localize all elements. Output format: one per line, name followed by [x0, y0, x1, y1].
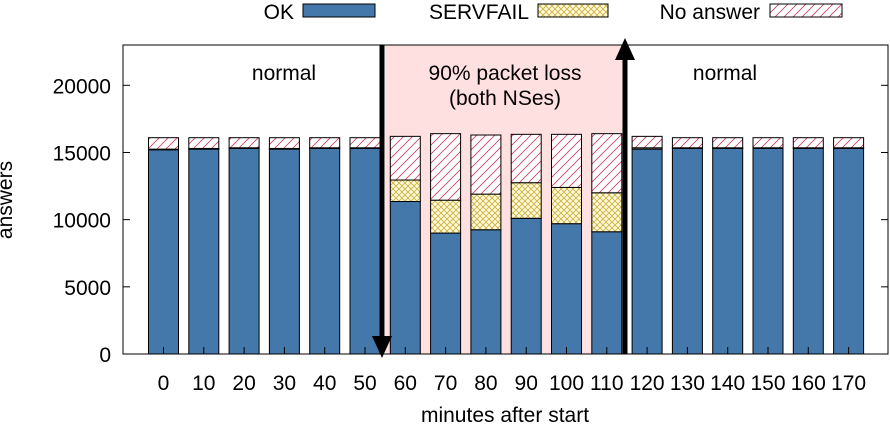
down-arrow-head [372, 336, 392, 358]
bar-no-answer-90 [510, 133, 542, 184]
bar-ok-30 [268, 148, 300, 355]
bar-ok-120 [631, 148, 663, 355]
bar-ok-80 [470, 229, 502, 355]
legend-label-servfail: SERVFAIL [429, 1, 529, 24]
bar-no-answer-170 [833, 137, 865, 149]
bar-ok-150 [752, 147, 784, 355]
x-tick-label: 0 [158, 372, 170, 395]
bar-servfail-100 [551, 186, 582, 225]
bar-no-answer-40 [309, 137, 341, 149]
bar-ok-90 [510, 217, 542, 355]
bars-group [148, 133, 865, 355]
x-tick-label: 110 [590, 372, 623, 395]
bar-ok-40 [309, 147, 341, 355]
bar-no-answer-110 [591, 133, 623, 194]
bar-no-answer-120 [631, 135, 663, 149]
plot-frame [122, 44, 889, 355]
y-tick-label: 10000 [53, 210, 111, 233]
x-tick-label: 20 [232, 372, 255, 395]
bar-ok-60 [389, 201, 421, 355]
x-axis: 0 10 20 30 40 50 60 70 80 90 100 110 120 130 140 150 160… [158, 347, 866, 395]
bar-ok-140 [712, 147, 744, 355]
bar-servfail-110 [591, 192, 623, 233]
x-tick-label: 30 [273, 372, 296, 395]
annotation-loss-line1: 90% packet loss [429, 62, 582, 85]
bar-no-answer-20 [228, 137, 260, 149]
bar-no-answer-30 [268, 137, 300, 149]
bar-ok-160 [792, 147, 824, 355]
bar-servfail-90 [510, 182, 542, 219]
bar-no-answer-80 [470, 134, 502, 195]
y-tick-label: 20000 [53, 75, 111, 98]
bar-ok-170 [833, 147, 865, 355]
bar-no-answer-140 [712, 137, 744, 149]
bar-ok-20 [228, 147, 260, 355]
bar-no-answer-130 [671, 137, 703, 149]
bar-ok-0 [148, 149, 179, 355]
bar-no-answer-100 [551, 133, 582, 188]
y-axis: 0 5000 10000 15000 20000 [53, 75, 888, 367]
legend-swatch-no-answer [769, 3, 843, 18]
x-axis-title: minutes after start [421, 404, 589, 427]
up-arrow-head [615, 38, 635, 60]
x-tick-label: 10 [192, 372, 215, 395]
bar-servfail-60 [389, 179, 421, 203]
bar-no-answer-10 [188, 137, 220, 149]
x-tick-label: 160 [791, 372, 826, 395]
bar-no-answer-150 [752, 137, 784, 149]
x-tick-label: 150 [750, 372, 785, 395]
legend: OK SERVFAIL No answer [264, 1, 843, 24]
bar-servfail-80 [470, 193, 502, 231]
bar-ok-130 [671, 147, 703, 355]
bar-servfail-70 [430, 199, 462, 234]
x-tick-label: 130 [670, 372, 705, 395]
x-tick-label: 40 [313, 372, 336, 395]
annotation-arrows [372, 38, 635, 358]
shaded-region [385, 45, 627, 354]
annotation-loss-line2: (both NSes) [449, 87, 561, 110]
x-tick-label: 60 [394, 372, 417, 395]
bar-ok-10 [188, 148, 220, 355]
y-tick-label: 15000 [53, 142, 111, 165]
x-tick-label: 170 [831, 372, 866, 395]
bar-ok-70 [430, 232, 462, 355]
legend-label-no-answer: No answer [660, 1, 760, 24]
bar-no-answer-60 [389, 135, 421, 181]
legend-swatch-ok [302, 3, 376, 18]
x-tick-label: 80 [474, 372, 497, 395]
legend-swatch-servfail [537, 3, 609, 18]
legend-label-ok: OK [264, 1, 294, 24]
bar-ok-110 [591, 231, 623, 355]
x-tick-label: 70 [434, 372, 457, 395]
x-tick-label: 100 [549, 372, 584, 395]
x-tick-label: 120 [630, 372, 665, 395]
x-tick-label: 90 [515, 372, 538, 395]
annotation-normal-left: normal [252, 62, 316, 85]
y-axis-title: answers [0, 161, 17, 239]
bar-ok-100 [551, 223, 582, 355]
bar-no-answer-160 [792, 137, 824, 149]
bar-no-answer-50 [349, 137, 381, 149]
bar-ok-50 [349, 147, 381, 355]
x-tick-label: 50 [353, 372, 376, 395]
x-tick-label: 140 [710, 372, 745, 395]
annotation-normal-right: normal [693, 62, 757, 85]
y-tick-label: 5000 [64, 277, 111, 300]
bar-no-answer-0 [148, 137, 179, 150]
bar-no-answer-70 [430, 133, 462, 201]
y-tick-label: 0 [99, 344, 111, 367]
